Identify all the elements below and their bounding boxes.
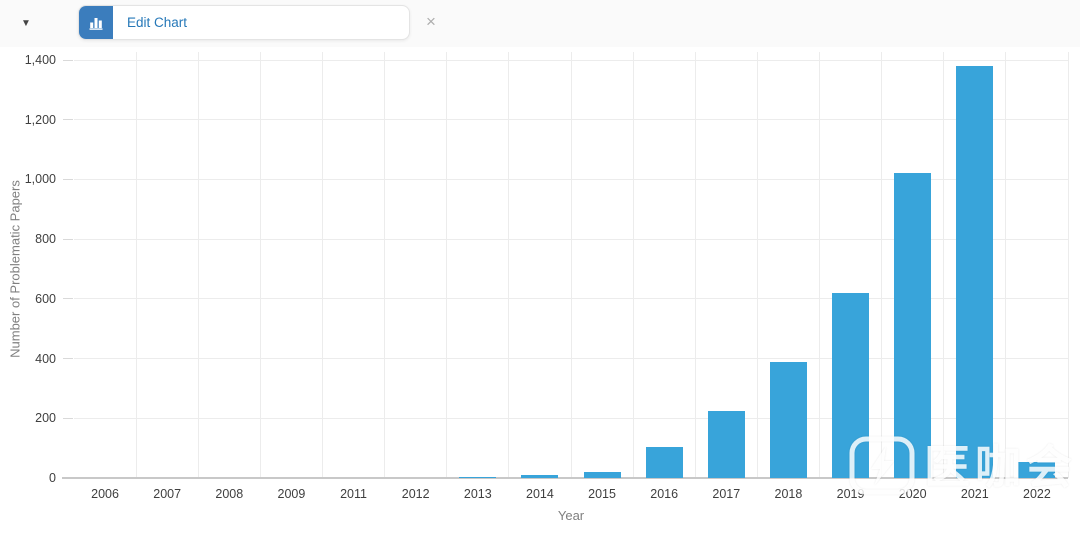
bar-chart-icon [79,6,113,39]
gridline-horizontal [74,358,1068,360]
edit-chart-label: Edit Chart [127,15,188,30]
x-tick-label: 2009 [277,487,306,501]
gridline-horizontal [74,417,1068,419]
x-axis-line [62,477,1068,479]
gridline-horizontal [74,59,1068,61]
bar-2019 [832,292,870,478]
y-tick-label: 1,000 [24,172,56,187]
y-axis-tick [63,59,73,61]
gridline-horizontal [74,298,1068,300]
bar-2018 [769,361,807,478]
x-tick-label: 2017 [712,487,741,501]
y-axis-tick [63,119,73,121]
bar-2016 [645,446,683,478]
x-tick-label: 2020 [898,487,927,501]
gridline-vertical [570,52,572,478]
y-axis-tick [63,298,73,300]
bar-2021 [956,65,994,478]
close-icon[interactable]: × [426,12,436,31]
gridline-vertical [632,52,634,478]
x-tick-label: 2012 [401,487,430,501]
x-tick-label: 2021 [960,487,989,501]
x-tick-label: 2016 [650,487,679,501]
y-tick-label: 1,400 [24,53,56,67]
y-axis-tick [63,178,73,180]
gridline-vertical [197,52,199,478]
bar-2015 [583,472,621,478]
x-tick-label: 2022 [1023,487,1051,501]
x-tick-label: 2008 [215,487,244,501]
gridline-vertical [384,52,386,478]
y-tick-label: 1,200 [24,112,56,127]
toolbar: ▼ Edit Chart × [0,0,1080,47]
gridline-vertical [881,52,883,478]
x-tick-label: 2011 [340,487,367,501]
x-tick-label: 2006 [91,487,119,501]
gridline-vertical [756,52,758,478]
x-tick-label: 2015 [588,487,616,501]
gridline-vertical [943,52,945,478]
gridline-vertical [819,52,820,478]
bar-2020 [894,173,932,478]
gridline-horizontal [74,119,1068,121]
y-axis-tick [63,238,73,240]
x-axis-title: Year [557,508,585,523]
gridline-vertical [322,52,323,478]
gridline-vertical [694,52,696,478]
x-tick-label: 2013 [463,487,492,501]
bar-2014 [521,475,559,478]
y-axis-tick [63,358,73,360]
gridline-vertical [1067,52,1069,478]
y-tick-label: 600 [35,291,56,306]
x-tick-label: 2018 [774,487,803,501]
gridline-horizontal [74,178,1068,180]
y-tick-label: 200 [35,411,56,426]
gridline-vertical [135,52,137,478]
y-tick-label: 0 [49,471,56,485]
y-tick-label: 800 [35,232,56,247]
y-axis-title: Number of Problematic Papers [7,180,23,358]
edit-chart-button[interactable]: Edit Chart [78,5,410,40]
gridline-vertical [508,52,510,478]
gridline-horizontal [74,238,1068,240]
gridline-vertical [1005,52,1007,478]
bar-2022 [1018,461,1056,478]
x-tick-label: 2007 [153,487,182,501]
gridline-vertical [259,52,261,478]
bar-2017 [707,410,745,478]
y-tick-label: 400 [35,351,56,366]
gridline-vertical [446,52,448,478]
x-tick-label: 2019 [836,487,865,501]
x-tick-label: 2014 [526,487,554,501]
dropdown-caret-icon[interactable]: ▼ [21,17,31,29]
y-axis-tick [63,417,73,419]
bar-2013 [459,476,497,478]
